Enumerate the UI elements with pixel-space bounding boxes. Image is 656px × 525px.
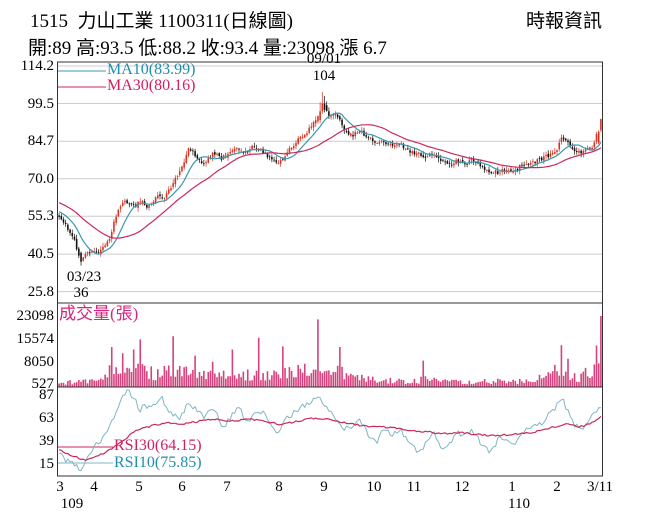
legend-rsi10: RSI10(75.85)	[114, 454, 202, 471]
volume-y-tick: 23098	[16, 308, 55, 324]
rsi-y-tick: 87	[39, 387, 54, 403]
volume-y-tick: 15574	[16, 331, 55, 347]
price-y-tick: 25.8	[27, 284, 54, 300]
volume-y-tick: 527	[31, 376, 55, 392]
x-axis-label: 8	[275, 479, 283, 495]
legend-ma30: MA30(80.16)	[107, 77, 196, 94]
x-axis-year-label: 109	[60, 496, 84, 512]
price-y-tick: 70.0	[27, 171, 54, 187]
price-y-tick: 99.5	[27, 96, 54, 112]
x-axis-label: 6	[178, 479, 186, 495]
high-value-annotation: 104	[312, 68, 336, 84]
price-y-tick: 40.5	[27, 246, 54, 262]
x-axis-label: 10	[366, 479, 382, 495]
x-axis-label: 7	[223, 479, 231, 495]
ohlc-quote-line: 開:89 高:93.5 低:88.2 收:93.4 量:23098 漲 6.7	[28, 38, 387, 59]
x-axis-label: 1	[508, 479, 516, 495]
price-y-tick: 84.7	[27, 133, 54, 149]
high-date-annotation: 09/01	[306, 51, 342, 67]
low-date-annotation: 03/23	[66, 269, 102, 285]
page-title: 1515 力山工業 1100311(日線圖)	[30, 11, 293, 32]
x-axis-label: 9	[320, 479, 328, 495]
x-axis-label: 5	[135, 479, 143, 495]
x-axis-label: 3/11	[586, 479, 614, 495]
data-source-label: 時報資訊	[526, 11, 603, 32]
rsi-y-tick: 15	[39, 456, 54, 472]
x-axis-label: 2	[553, 479, 561, 495]
rsi-y-tick: 39	[39, 433, 54, 449]
price-y-tick: 114.2	[20, 58, 54, 74]
x-axis-label: 4	[90, 479, 98, 495]
legend-rsi30: RSI30(64.15)	[114, 437, 202, 454]
x-axis-year-label: 110	[508, 496, 530, 512]
x-axis-label: 11	[406, 479, 422, 495]
price-y-tick: 55.3	[27, 208, 54, 224]
x-axis-label: 12	[454, 479, 470, 495]
x-axis-label: 3	[56, 479, 64, 495]
rsi-y-tick: 63	[39, 410, 54, 426]
volume-y-tick: 8050	[24, 354, 54, 370]
volume-pane-label: 成交量(張)	[59, 304, 139, 323]
low-value-annotation: 36	[73, 285, 89, 301]
legend-ma10: MA10(83.99)	[107, 61, 196, 78]
